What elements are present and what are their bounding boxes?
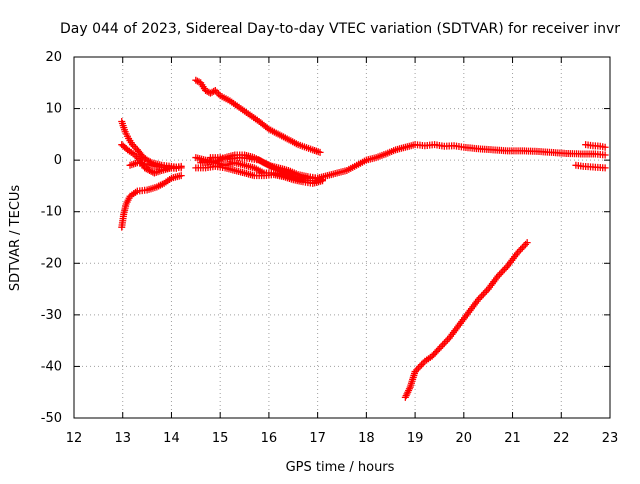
x-tick-label: 13 [114,431,131,446]
data-point [520,242,528,250]
data-point [418,361,426,369]
plot-frame [73,56,611,419]
x-tick-label: 14 [163,431,180,446]
x-tick-label: 16 [261,431,278,446]
x-tick-label: 22 [553,431,570,446]
x-axis-label: GPS time / hours [286,460,395,475]
y-tick-label: -20 [41,256,62,271]
data-series-track-g [192,162,327,187]
y-tick-label: 0 [54,153,62,168]
data-series-track-k [582,141,609,151]
y-tick-label: 10 [45,102,62,117]
data-point [172,164,180,172]
x-tick-label: 15 [212,431,229,446]
data-point [177,172,185,180]
x-tick-label: 21 [504,431,521,446]
y-tick-label: -50 [41,411,62,426]
x-tick-label: 17 [309,431,326,446]
data-point [499,267,507,275]
data-point [439,341,447,349]
data-series-track-c [118,141,185,177]
data-point [193,77,201,85]
x-tick-label: 20 [456,431,473,446]
data-series-track-d [126,159,180,172]
data-series-track-i [197,151,322,182]
data-point [601,143,609,151]
data-series-track-j [314,141,609,182]
data-point [177,162,185,170]
data-point [479,290,487,298]
y-tick-label: -40 [41,359,62,374]
chart-title: Day 044 of 2023, Sidereal Day-to-day VTE… [60,21,620,37]
data-point [316,148,324,156]
data-series-track-a [118,172,185,231]
y-tick-label: -10 [41,205,62,220]
data-series-track-l [572,161,609,172]
data-point [500,265,508,273]
data-point [518,244,526,252]
x-tick-label: 23 [602,431,619,446]
data-point [601,151,609,159]
x-tick-label: 12 [66,431,83,446]
grid-layer [74,57,610,418]
y-tick-label: -30 [41,308,62,323]
data-point [416,362,424,370]
data-point [414,364,422,372]
data-point [497,269,505,277]
y-tick-label: 20 [45,50,62,65]
tick-layer [73,56,611,419]
x-tick-label: 18 [358,431,375,446]
data-series-track-e [192,76,324,156]
data-point [601,164,609,172]
data-layer [118,76,609,401]
data-point [523,239,531,247]
y-axis-label: SDTVAR / TECUs [8,185,23,292]
data-point [213,88,221,96]
x-tick-label: 19 [407,431,424,446]
data-point [481,289,489,297]
data-point [478,292,486,300]
data-point [440,339,448,347]
data-point [210,87,218,95]
label-layer: 12 13 14 15 16 17 18 19 20 21 22 23 -50 -40 -30 -20 -10 0… [41,50,619,446]
data-point [434,346,442,354]
data-point [517,246,525,254]
data-series-track-b [118,117,185,172]
data-point [522,240,530,248]
data-point [442,338,450,346]
data-series-track-m [401,239,531,401]
